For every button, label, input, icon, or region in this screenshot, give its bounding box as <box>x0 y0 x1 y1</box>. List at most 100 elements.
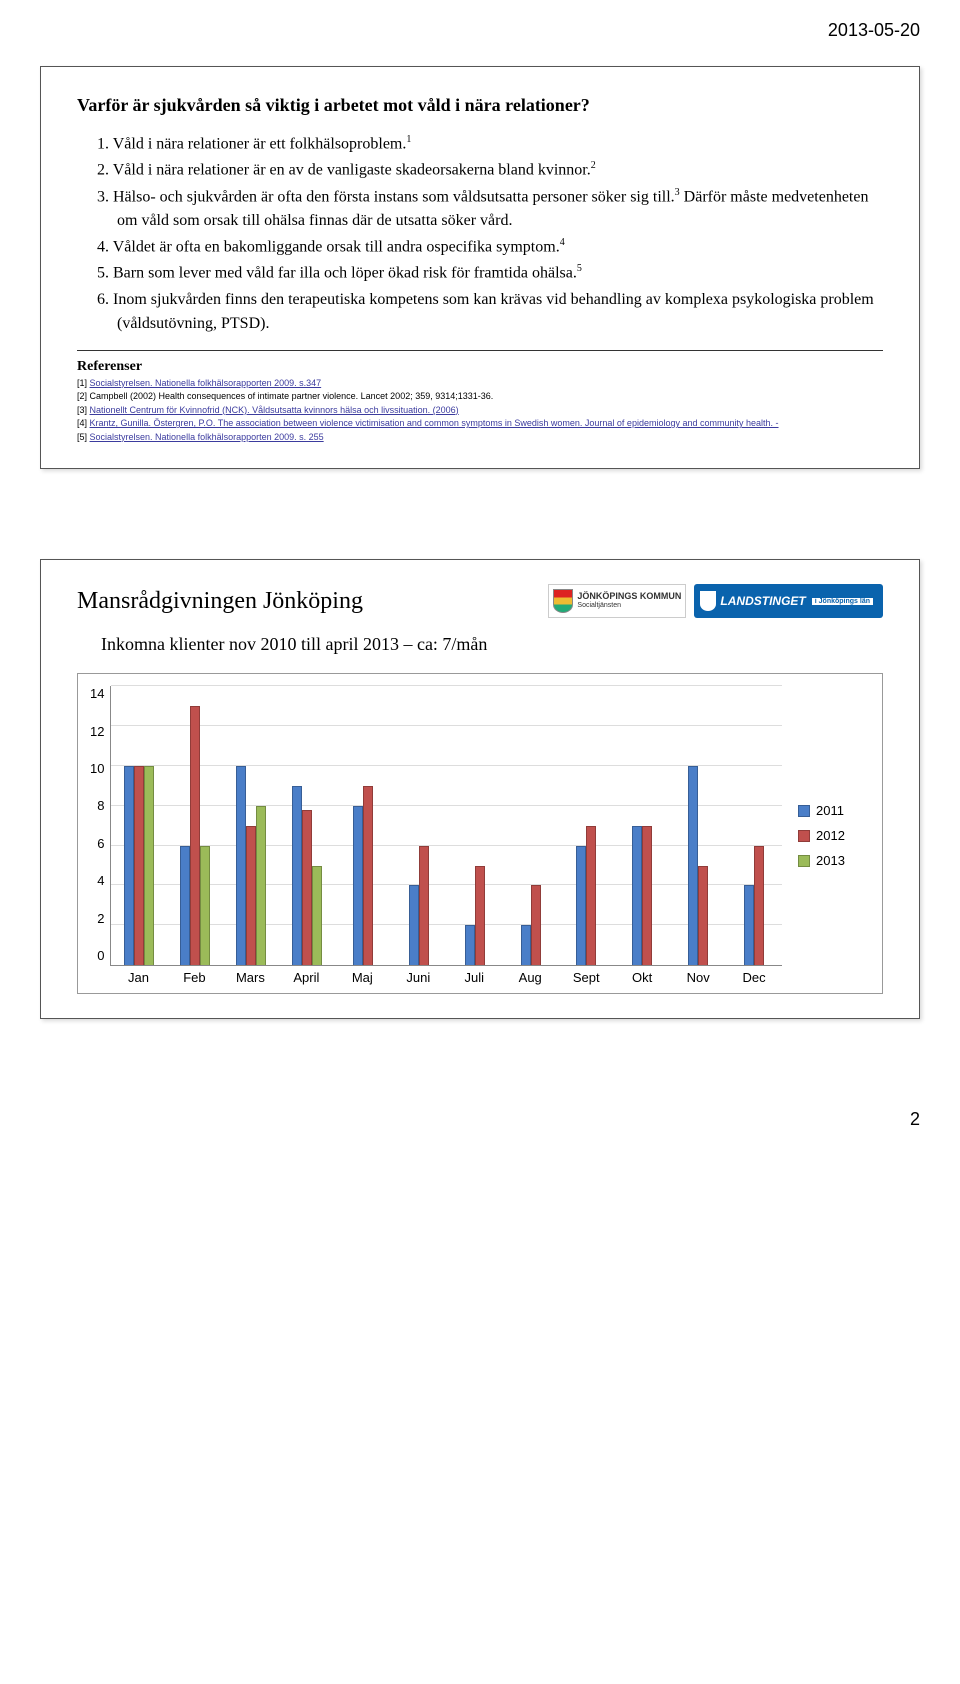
page-date: 2013-05-20 <box>40 20 920 41</box>
legend-swatch <box>798 830 810 842</box>
month-group <box>223 686 279 965</box>
x-axis: JanFebMarsAprilMajJuniJuliAugSeptOktNovD… <box>110 966 782 985</box>
slide1-list: 1. Våld i nära relationer är ett folkhäl… <box>77 132 883 336</box>
slide2-subtitle: Inkomna klienter nov 2010 till april 201… <box>77 634 883 655</box>
list-item: 1. Våld i nära relationer är ett folkhäl… <box>97 132 883 156</box>
bar <box>419 846 429 966</box>
x-tick: Okt <box>614 966 670 985</box>
month-group <box>726 686 782 965</box>
bar <box>124 766 134 965</box>
x-tick: Juni <box>390 966 446 985</box>
month-group <box>614 686 670 965</box>
logo-lt-sub: i Jönköpings län <box>812 598 873 605</box>
legend-label: 2012 <box>816 828 845 843</box>
slide2-title: Mansrådgivningen Jönköping <box>77 588 363 615</box>
x-tick: Mars <box>222 966 278 985</box>
bar <box>246 826 256 966</box>
chart: 14121086420 JanFebMarsAprilMajJuniJuliAu… <box>77 673 883 994</box>
bar <box>475 866 485 966</box>
shield-icon <box>700 591 716 611</box>
x-tick: Maj <box>334 966 390 985</box>
x-tick: Feb <box>166 966 222 985</box>
ref-item: [5] Socialstyrelsen. Nationella folkhäls… <box>77 431 883 445</box>
x-tick: Sept <box>558 966 614 985</box>
logo-jonkoping: JÖNKÖPINGS KOMMUN Socialtjänsten <box>548 584 686 618</box>
legend-item: 2012 <box>798 828 870 843</box>
y-tick: 14 <box>90 686 104 701</box>
list-item: 5. Barn som lever med våld far illa och … <box>97 261 883 285</box>
ref-item: [4] Krantz, Gunilla. Östergren, P.O. The… <box>77 417 883 431</box>
bar <box>531 885 541 965</box>
chart-legend: 2011 2012 2013 <box>790 686 870 985</box>
legend-label: 2011 <box>816 803 844 818</box>
bar <box>576 846 586 966</box>
x-tick: Jan <box>110 966 166 985</box>
bar <box>180 846 190 966</box>
y-tick: 0 <box>97 948 104 963</box>
legend-swatch <box>798 805 810 817</box>
slide-2: Mansrådgivningen Jönköping JÖNKÖPINGS KO… <box>40 559 920 1019</box>
bar <box>144 766 154 965</box>
bar <box>754 846 764 966</box>
list-item: 4. Våldet är ofta en bakomliggande orsak… <box>97 235 883 259</box>
bar <box>642 826 652 966</box>
slide-1: Varför är sjukvården så viktig i arbetet… <box>40 66 920 469</box>
x-tick: April <box>278 966 334 985</box>
bar <box>465 925 475 965</box>
y-axis: 14121086420 <box>90 686 110 985</box>
y-tick: 10 <box>90 761 104 776</box>
logo-jk-main: JÖNKÖPINGS KOMMUN <box>577 592 681 602</box>
bar <box>744 885 754 965</box>
bar <box>363 786 373 965</box>
legend-label: 2013 <box>816 853 845 868</box>
month-group <box>558 686 614 965</box>
month-group <box>111 686 167 965</box>
page-number: 2 <box>40 1109 920 1130</box>
logos: JÖNKÖPINGS KOMMUN Socialtjänsten LANDSTI… <box>548 584 883 618</box>
bars-row <box>111 686 782 965</box>
slide2-header: Mansrådgivningen Jönköping JÖNKÖPINGS KO… <box>77 584 883 618</box>
y-tick: 12 <box>90 724 104 739</box>
chart-plot: 14121086420 JanFebMarsAprilMajJuniJuliAu… <box>90 686 782 985</box>
month-group <box>670 686 726 965</box>
month-group <box>391 686 447 965</box>
bar <box>409 885 419 965</box>
divider <box>77 350 883 351</box>
refs-list: [1] Socialstyrelsen. Nationella folkhäls… <box>77 377 883 445</box>
bar <box>292 786 302 965</box>
y-tick: 2 <box>97 911 104 926</box>
bar <box>312 866 322 966</box>
legend-item: 2013 <box>798 853 870 868</box>
bar <box>698 866 708 966</box>
bar <box>134 766 144 965</box>
x-tick: Nov <box>670 966 726 985</box>
ref-item: [3] Nationellt Centrum för Kvinnofrid (N… <box>77 404 883 418</box>
logo-lt-text: LANDSTINGET <box>720 594 805 608</box>
y-tick: 6 <box>97 836 104 851</box>
ref-item: [1] Socialstyrelsen. Nationella folkhäls… <box>77 377 883 391</box>
slide1-title: Varför är sjukvården så viktig i arbetet… <box>77 95 883 116</box>
legend-swatch <box>798 855 810 867</box>
refs-title: Referenser <box>77 359 883 375</box>
bar <box>190 706 200 965</box>
x-tick: Juli <box>446 966 502 985</box>
bar <box>200 846 210 966</box>
bar <box>521 925 531 965</box>
list-item: 2. Våld i nära relationer är en av de va… <box>97 158 883 182</box>
legend-item: 2011 <box>798 803 870 818</box>
bar <box>632 826 642 966</box>
month-group <box>335 686 391 965</box>
bar <box>353 806 363 965</box>
crest-icon <box>553 589 573 613</box>
x-tick: Dec <box>726 966 782 985</box>
month-group <box>447 686 503 965</box>
bar <box>256 806 266 965</box>
month-group <box>279 686 335 965</box>
y-tick: 4 <box>97 873 104 888</box>
chart-grid <box>110 686 782 966</box>
month-group <box>503 686 559 965</box>
bar <box>586 826 596 966</box>
logo-jk-sub: Socialtjänsten <box>577 602 681 610</box>
logo-landstinget: LANDSTINGET i Jönköpings län <box>694 584 883 618</box>
ref-item: [2] Campbell (2002) Health consequences … <box>77 390 883 404</box>
